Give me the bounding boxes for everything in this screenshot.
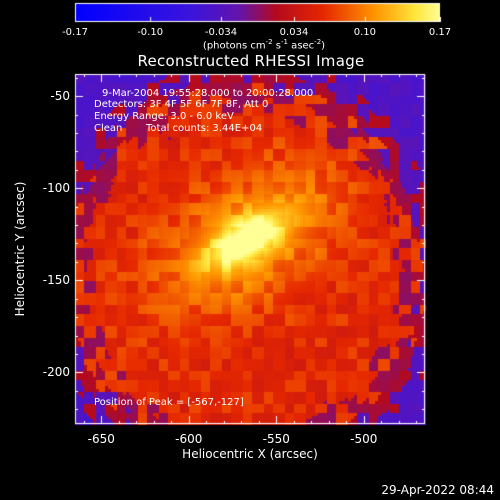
clean-label: Clean [94,123,123,134]
peak-position-annotation: Position of Peak = [-567,-127] [94,397,244,408]
energy-range-annotation: Energy Range: 3.0 - 6.0 keV [94,111,234,122]
time-range-annotation: 9-Mar-2004 19:55:28.000 to 20:00:28.000 [102,88,314,99]
total-counts-annotation: Total counts: 3.44E+04 [146,123,263,134]
colorbar-tick-label: 0.17 [428,27,452,38]
date-stamp: 29-Apr-2022 08:44 [381,483,494,497]
detectors-annotation: Detectors: 3F 4F 5F 6F 7F 8F, Att 0 [94,99,269,110]
chart-title: Reconstructed RHESSI Image [137,52,365,70]
y-tick-label: -150 [42,273,70,288]
colorbar-tick-label: 0.034 [279,27,309,38]
y-axis-label: Heliocentric Y (arcsec) [13,181,27,317]
y-tick-label: -50 [50,89,70,104]
colorbar-units: (photons cm-2 s-1 asec-2) [202,38,326,52]
colorbar-tick-label: 0.10 [353,27,376,38]
x-tick-label: -650 [87,432,115,446]
colorbar-tick-label: -0.10 [137,27,164,38]
y-tick-label: -200 [42,365,70,380]
colorbar-tick-label: -0.17 [62,27,88,38]
x-tick-label: -600 [175,432,203,446]
x-axis-label: Heliocentric X (arcsec) [182,447,318,461]
colorbar-tick-label: -0.034 [204,27,238,38]
y-tick-label: -100 [42,181,70,196]
x-tick-label: -500 [350,432,378,446]
x-tick-label: -550 [262,432,290,446]
